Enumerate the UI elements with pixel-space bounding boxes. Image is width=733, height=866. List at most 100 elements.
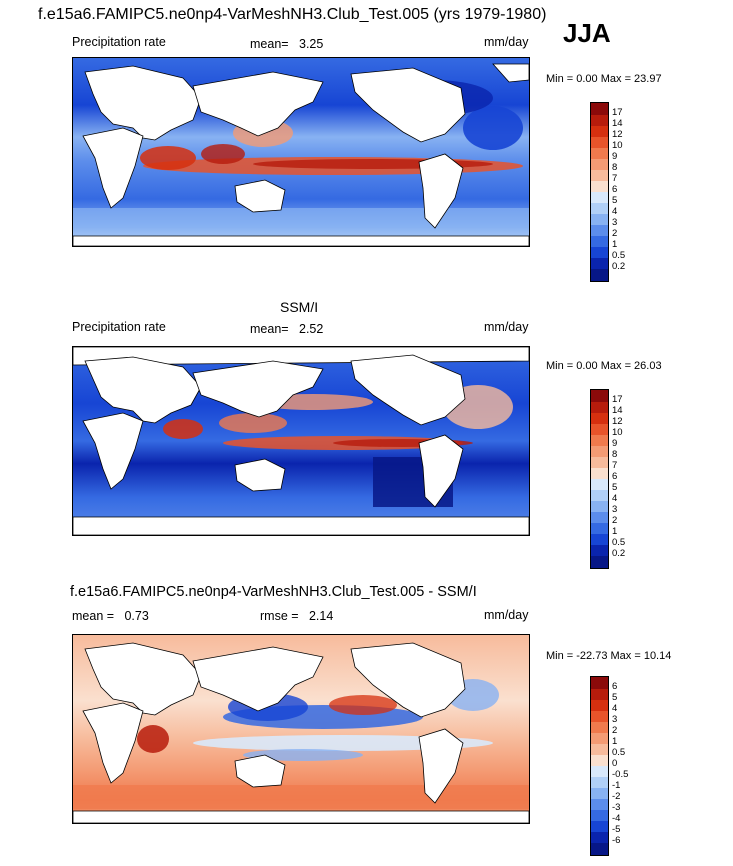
panel1-map (72, 57, 530, 247)
panel1-tick: 0.2 (612, 261, 626, 272)
panel3-rmse-label: rmse = 2.14 (260, 609, 333, 623)
panel1-units: mm/day (484, 35, 529, 49)
panel2-minmax: Min = 0.00 Max = 26.03 (546, 360, 662, 372)
panel3-colorbar-seg (591, 689, 608, 700)
panel2-colorbar-seg (591, 402, 608, 413)
panel3-mean-value: 0.73 (124, 609, 149, 623)
panel1-tick: 5 (612, 195, 618, 206)
panel1-colorbar-seg (591, 236, 608, 247)
panel2-colorbar-seg (591, 523, 608, 534)
panel2-colorbar-seg (591, 479, 608, 490)
panel1-tick: 0.5 (612, 250, 626, 261)
panel3-colorbar-seg (591, 777, 608, 788)
panel2-tick: 0.2 (612, 548, 626, 559)
panel1-colorbar-seg (591, 214, 608, 225)
panel1-tick: 10 (612, 140, 623, 151)
panel3-tick: -5 (612, 824, 621, 835)
panel3-tick: 0.5 (612, 747, 626, 758)
panel3-colorbar-seg (591, 733, 608, 744)
panel2-tick: 9 (612, 438, 618, 449)
panel3-colorbar-seg (591, 766, 608, 777)
panel1-colorbar-seg (591, 126, 608, 137)
panel3-minmax: Min = -22.73 Max = 10.14 (546, 650, 672, 662)
panel2-tick: 1 (612, 526, 618, 537)
panel2-colorbar-seg (591, 435, 608, 446)
panel3-rmse-text: rmse = (260, 609, 299, 623)
panel2-colorbar-seg (591, 490, 608, 501)
panel3-tick: 4 (612, 703, 618, 714)
panel2-colorbar-seg (591, 468, 608, 479)
panel1-colorbar-seg (591, 170, 608, 181)
panel1-tick: 1 (612, 239, 618, 250)
panel3-tick: 1 (612, 736, 618, 747)
panel3-map (72, 634, 530, 824)
panel3-tick: 5 (612, 692, 618, 703)
panel1-colorbar-seg (591, 203, 608, 214)
panel3-tick: -4 (612, 813, 621, 824)
panel3-colorbar-seg (591, 832, 608, 843)
panel2-colorbar-seg (591, 545, 608, 556)
panel3-tick: -2 (612, 791, 621, 802)
panel2-tick: 12 (612, 416, 623, 427)
panel2-tick: 0.5 (612, 537, 626, 548)
panel2-mean-value: 2.52 (299, 322, 324, 336)
panel1-colorbar-seg (591, 181, 608, 192)
panel1-colorbar-seg (591, 269, 608, 281)
panel1-tick: 4 (612, 206, 618, 217)
panel3-mean-text: mean = (72, 609, 115, 623)
panel3-colorbar (590, 676, 609, 856)
panel2-tick: 10 (612, 427, 623, 438)
panel1-mean-value: 3.25 (299, 37, 324, 51)
panel3-colorbar-seg (591, 711, 608, 722)
panel3-units: mm/day (484, 608, 529, 622)
panel1-colorbar-seg (591, 137, 608, 148)
panel2-field-label: Precipitation rate (72, 320, 166, 334)
panel1-colorbar-seg (591, 258, 608, 269)
panel3-colorbar-seg (591, 677, 608, 689)
panel2-title: SSM/I (280, 299, 319, 315)
panel1-tick: 3 (612, 217, 618, 228)
panel3-tick: 2 (612, 725, 618, 736)
panel1-colorbar-seg (591, 103, 608, 115)
panel1-tick: 12 (612, 129, 623, 140)
panel2-tick: 7 (612, 460, 618, 471)
panel1-tick: 14 (612, 118, 623, 129)
panel2-colorbar-seg (591, 556, 608, 568)
panel3-tick: -1 (612, 780, 621, 791)
panel2-colorbar-seg (591, 501, 608, 512)
panel2-colorbar-seg (591, 457, 608, 468)
panel2-colorbar-seg (591, 512, 608, 523)
panel3-title: f.e15a6.FAMIPC5.ne0np4-VarMeshNH3.Club_T… (70, 584, 477, 600)
panel3-tick: 6 (612, 681, 618, 692)
panel2-colorbar-seg (591, 446, 608, 457)
panel1-tick: 9 (612, 151, 618, 162)
panel1-colorbar-seg (591, 148, 608, 159)
panel1-mean-text: mean= (250, 37, 289, 51)
panel2-tick: 14 (612, 405, 623, 416)
panel1-tick: 8 (612, 162, 618, 173)
panel1-tick: 7 (612, 173, 618, 184)
panel1-tick: 17 (612, 107, 623, 118)
panel1-colorbar-seg (591, 159, 608, 170)
main-title: f.e15a6.FAMIPC5.ne0np4-VarMeshNH3.Club_T… (38, 6, 547, 23)
season-label: JJA (563, 18, 611, 48)
panel3-colorbar-seg (591, 843, 608, 855)
panel2-tick: 2 (612, 515, 618, 526)
panel3-colorbar-seg (591, 799, 608, 810)
panel3-colorbar-seg (591, 810, 608, 821)
panel3-colorbar-seg (591, 700, 608, 711)
panel3-tick: 0 (612, 758, 618, 769)
panel1-colorbar-seg (591, 225, 608, 236)
panel3-colorbar-seg (591, 821, 608, 832)
panel3-tick: -0.5 (612, 769, 629, 780)
panel2-tick: 17 (612, 394, 623, 405)
panel2-tick: 5 (612, 482, 618, 493)
panel1-minmax: Min = 0.00 Max = 23.97 (546, 73, 662, 85)
panel2-tick: 3 (612, 504, 618, 515)
panel2-colorbar-seg (591, 534, 608, 545)
panel2-colorbar-seg (591, 390, 608, 402)
panel1-colorbar-seg (591, 192, 608, 203)
panel3-colorbar-seg (591, 755, 608, 766)
panel2-mean-label: mean= 2.52 (250, 322, 323, 336)
panel3-rmse-value: 2.14 (308, 609, 334, 623)
